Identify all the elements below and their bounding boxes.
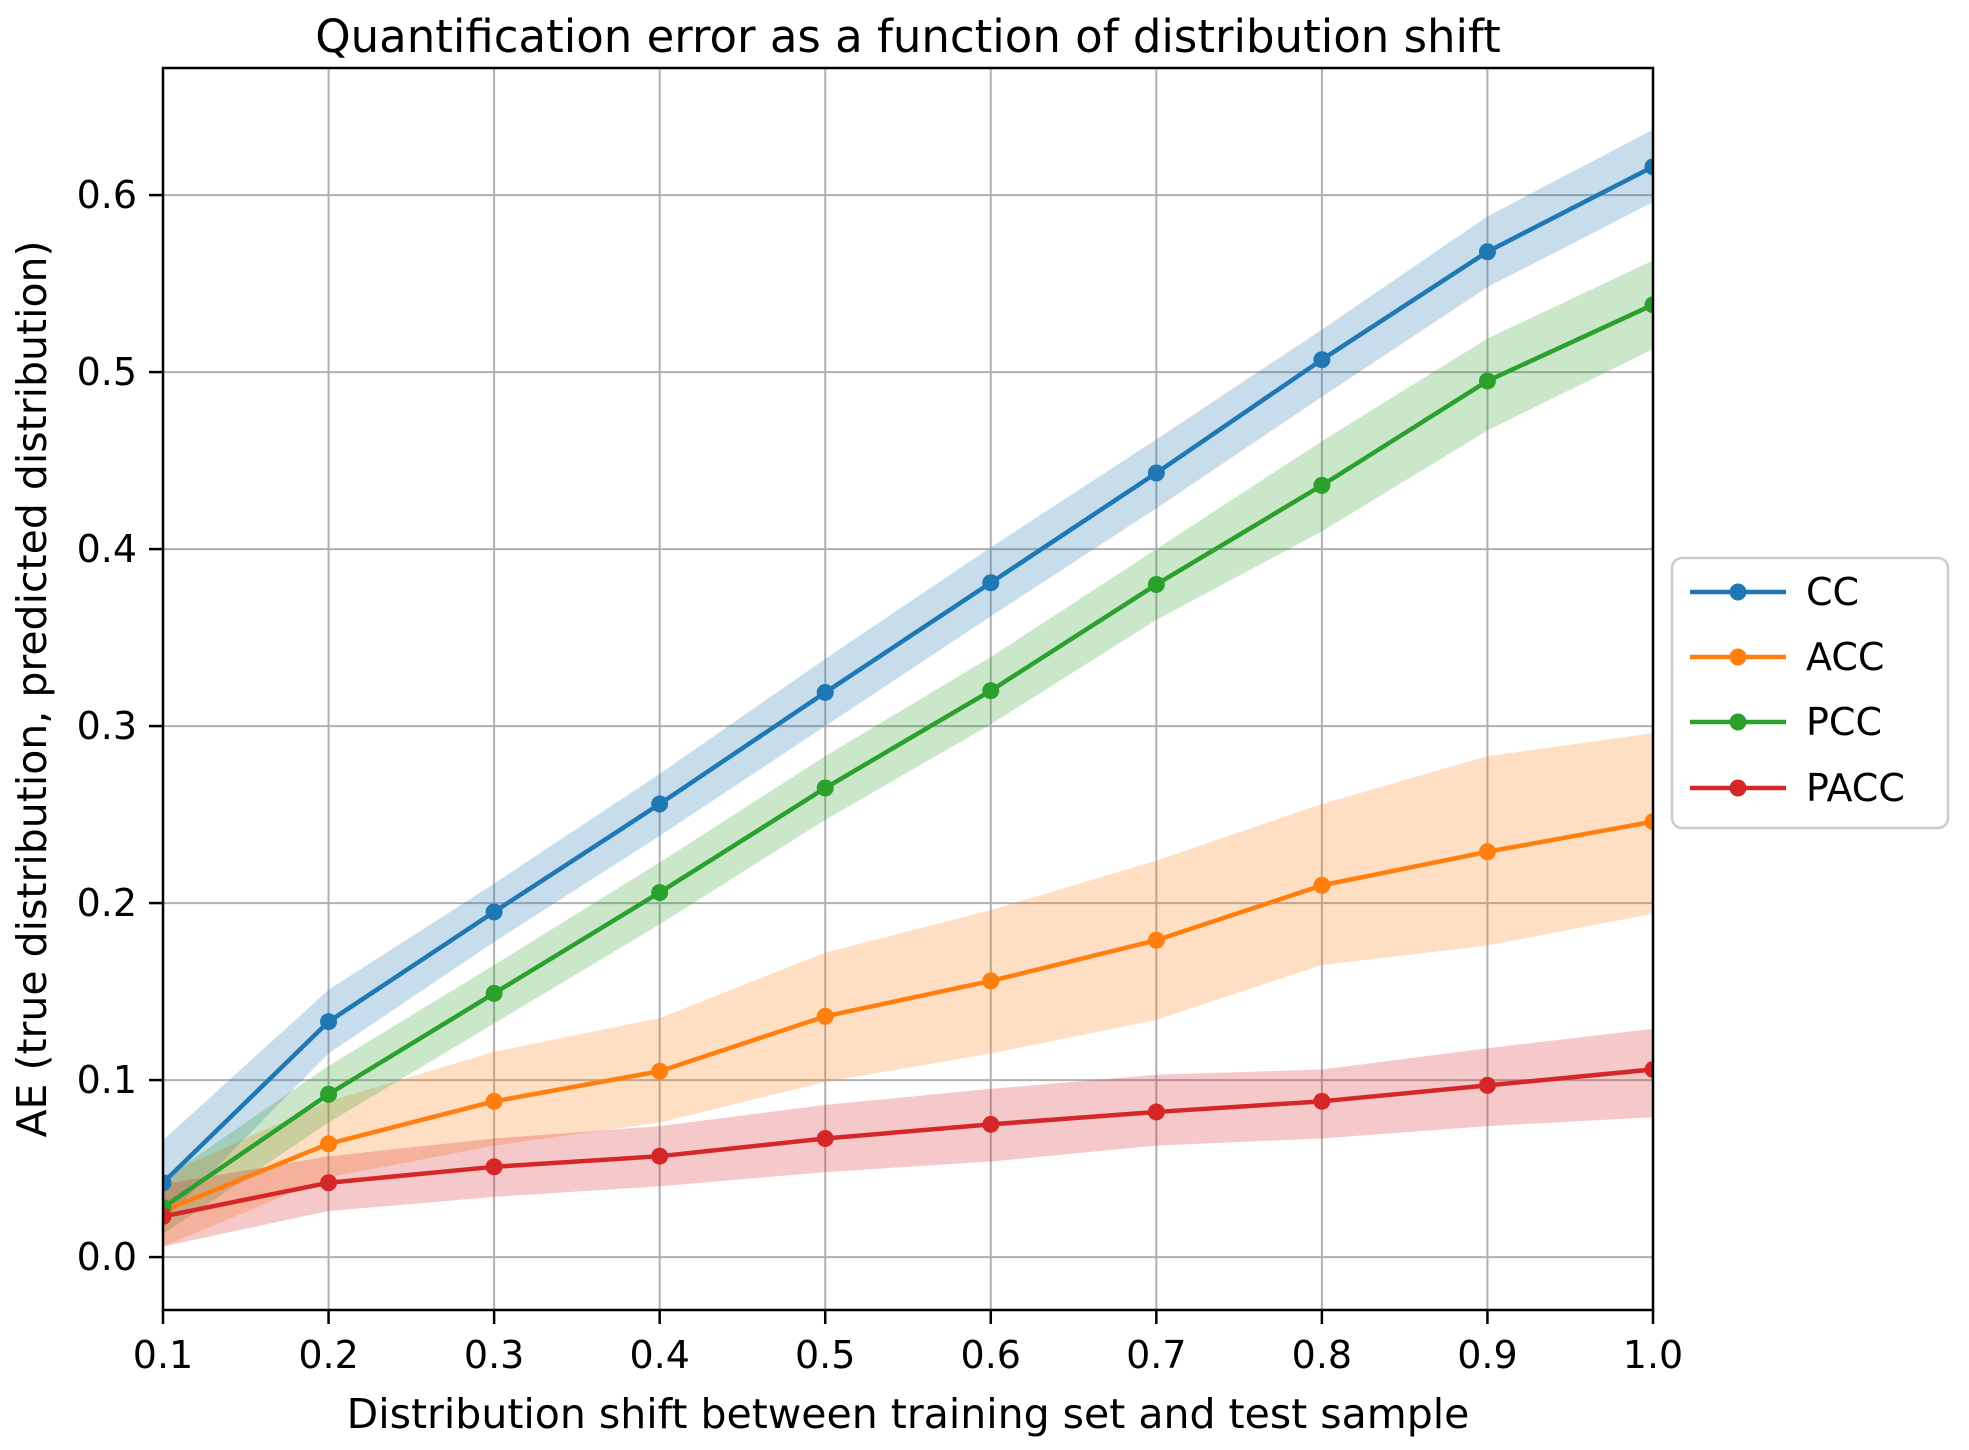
marker-ACC-0.7 <box>1147 931 1165 949</box>
marker-CC-0.1 <box>163 1174 172 1192</box>
y-tick-label-0.1: 0.1 <box>77 1058 137 1102</box>
marker-ACC-0.2 <box>320 1135 338 1153</box>
marker-CC-0.2 <box>320 1013 338 1031</box>
y-tick-label-0.6: 0.6 <box>77 173 137 217</box>
marker-PACC-0.6 <box>982 1115 1000 1133</box>
marker-CC-0.3 <box>485 903 503 921</box>
marker-CC-0.7 <box>1147 464 1165 482</box>
marker-PCC-0.7 <box>1147 575 1165 593</box>
x-tick-label-0.9: 0.9 <box>1457 1333 1517 1377</box>
y-tick-label-0.3: 0.3 <box>77 704 137 748</box>
marker-CC-0.9 <box>1478 243 1496 261</box>
legend-marker-PACC <box>1729 779 1747 797</box>
marker-CC-0.5 <box>816 683 834 701</box>
marker-PACC-0.3 <box>485 1158 503 1176</box>
chart-title: Quantification error as a function of di… <box>315 10 1501 63</box>
marker-PACC-0.7 <box>1147 1103 1165 1121</box>
y-tick-label-0.4: 0.4 <box>77 527 137 571</box>
series-lines <box>163 164 1653 1219</box>
confidence-bands <box>163 129 1653 1247</box>
confidence-band-CC <box>163 129 1653 1222</box>
marker-PACC-0.4 <box>651 1147 669 1165</box>
marker-PCC-0.9 <box>1478 372 1496 390</box>
y-tick-label-0.5: 0.5 <box>77 350 137 394</box>
y-tick-labels: 0.0 0.1 0.2 0.3 0.4 0.5 0.6 <box>77 173 137 1279</box>
x-tick-label-0.1: 0.1 <box>133 1333 193 1377</box>
legend-marker-PCC <box>1729 713 1747 731</box>
marker-CC-0.6 <box>982 574 1000 592</box>
legend-entry-PCC: PCC <box>1690 700 1882 744</box>
marker-ACC-0.9 <box>1478 843 1496 861</box>
x-tick-label-0.4: 0.4 <box>629 1333 689 1377</box>
x-tick-label-0.3: 0.3 <box>464 1333 524 1377</box>
x-tick-label-1.0: 1.0 <box>1623 1333 1683 1377</box>
series-line-PCC <box>163 302 1653 1210</box>
marker-PCC-0.6 <box>982 682 1000 700</box>
legend-entry-CC: CC <box>1690 570 1859 614</box>
legend-label-PCC: PCC <box>1806 700 1882 744</box>
y-tick-label-0.0: 0.0 <box>77 1235 137 1279</box>
marker-ACC-0.3 <box>485 1092 503 1110</box>
marker-PCC-0.3 <box>485 984 503 1002</box>
marker-PACC-0.9 <box>1478 1076 1496 1094</box>
x-tick-label-0.8: 0.8 <box>1292 1333 1352 1377</box>
marker-PACC-0.1 <box>163 1207 172 1225</box>
marker-CC-0.8 <box>1313 351 1331 369</box>
marker-PACC-0.8 <box>1313 1092 1331 1110</box>
marker-PCC-0.4 <box>651 883 669 901</box>
plot-area-border <box>161 66 1655 1312</box>
marker-ACC-0.6 <box>982 972 1000 990</box>
marker-PCC-1 <box>1644 296 1653 314</box>
legend-entry-PACC: PACC <box>1690 766 1905 810</box>
x-tick-label-0.7: 0.7 <box>1126 1333 1186 1377</box>
marker-ACC-1 <box>1644 813 1653 831</box>
marker-PCC-0.5 <box>816 779 834 797</box>
marker-ACC-0.5 <box>816 1007 834 1025</box>
series-line-CC <box>163 164 1653 1185</box>
marker-ACC-0.8 <box>1313 876 1331 894</box>
x-tick-labels: 0.1 0.2 0.3 0.4 0.5 0.6 0.7 0.8 0.9 1.0 <box>133 1333 1683 1377</box>
x-tick-label-0.2: 0.2 <box>298 1333 358 1377</box>
legend: CC ACC PCC PACC <box>1670 556 1950 830</box>
confidence-band-PACC <box>163 1028 1653 1247</box>
confidence-band-PCC <box>163 260 1653 1235</box>
series-markers <box>163 158 1653 1225</box>
marker-PACC-1 <box>1644 1060 1653 1078</box>
series-line-PACC <box>163 1067 1653 1219</box>
legend-label-PACC: PACC <box>1806 766 1905 810</box>
confidence-band-ACC <box>163 733 1653 1247</box>
marker-PACC-0.2 <box>320 1174 338 1192</box>
axis-ticks <box>149 193 1655 1324</box>
legend-box <box>1670 556 1950 830</box>
marker-ACC-0.4 <box>651 1062 669 1080</box>
marker-PACC-0.5 <box>816 1129 834 1147</box>
x-tick-label-0.6: 0.6 <box>961 1333 1021 1377</box>
x-axis-label: Distribution shift between training set … <box>347 1390 1470 1438</box>
legend-marker-ACC <box>1729 648 1747 666</box>
marker-CC-1 <box>1644 158 1653 176</box>
x-tick-label-0.5: 0.5 <box>795 1333 855 1377</box>
legend-entry-ACC: ACC <box>1690 635 1884 679</box>
marker-PCC-0.2 <box>320 1085 338 1103</box>
legend-marker-CC <box>1729 583 1747 601</box>
marker-PCC-0.8 <box>1313 476 1331 494</box>
marker-CC-0.4 <box>651 795 669 813</box>
legend-label-CC: CC <box>1806 570 1859 614</box>
y-tick-label-0.2: 0.2 <box>77 881 137 925</box>
y-axis-label: AE (true distribution, predicted distrib… <box>8 240 56 1137</box>
series-line-ACC <box>163 819 1653 1214</box>
legend-label-ACC: ACC <box>1806 635 1884 679</box>
